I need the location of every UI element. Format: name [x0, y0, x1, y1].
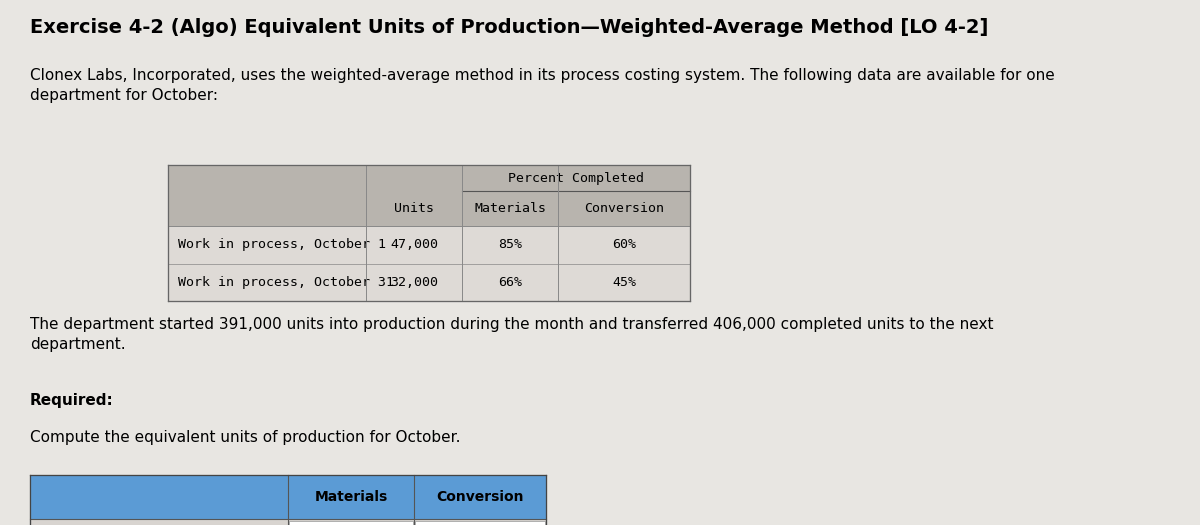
Bar: [415, 521, 545, 525]
Text: 45%: 45%: [612, 276, 636, 289]
Text: Clonex Labs, Incorporated, uses the weighted-average method in its process costi: Clonex Labs, Incorporated, uses the weig…: [30, 68, 1055, 103]
Text: Units: Units: [394, 202, 434, 215]
Text: 85%: 85%: [498, 238, 522, 251]
Text: Work in process, October 31: Work in process, October 31: [178, 276, 394, 289]
Text: Compute the equivalent units of production for October.: Compute the equivalent units of producti…: [30, 430, 461, 445]
Text: The department started 391,000 units into production during the month and transf: The department started 391,000 units int…: [30, 317, 994, 352]
Bar: [30, 475, 546, 519]
Text: Conversion: Conversion: [437, 490, 523, 504]
Text: 60%: 60%: [612, 238, 636, 251]
Text: Work in process, October 1: Work in process, October 1: [178, 238, 385, 251]
Text: Materials: Materials: [474, 202, 546, 215]
Text: 66%: 66%: [498, 276, 522, 289]
Bar: [289, 521, 413, 525]
Text: 47,000: 47,000: [390, 238, 438, 251]
Text: Percent Completed: Percent Completed: [508, 172, 644, 185]
Text: Exercise 4-2 (Algo) Equivalent Units of Production—Weighted-Average Method [LO 4: Exercise 4-2 (Algo) Equivalent Units of …: [30, 18, 989, 37]
Text: Materials: Materials: [314, 490, 388, 504]
Text: Conversion: Conversion: [584, 202, 664, 215]
Text: Required:: Required:: [30, 393, 114, 408]
Text: 32,000: 32,000: [390, 276, 438, 289]
